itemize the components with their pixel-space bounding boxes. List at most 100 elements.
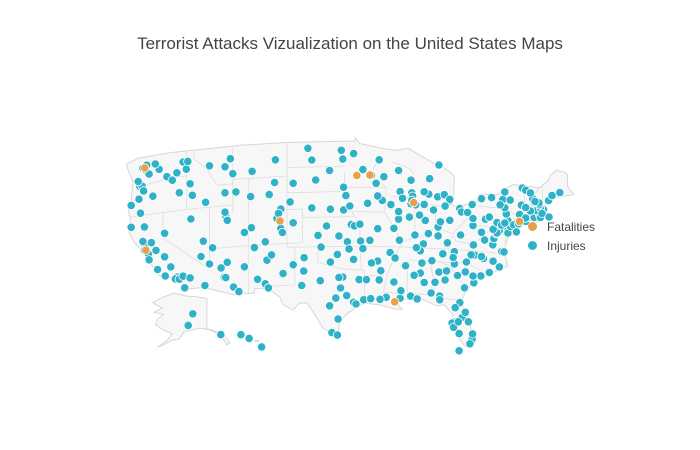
injury-point-314[interactable]	[521, 202, 531, 213]
injury-point-315[interactable]	[537, 208, 547, 218]
injury-point-110[interactable]	[344, 244, 354, 254]
injury-point-246[interactable]	[461, 257, 471, 267]
injury-point-38[interactable]	[144, 255, 154, 265]
injury-point-138[interactable]	[348, 149, 359, 159]
injury-point-136[interactable]	[371, 178, 381, 188]
injury-point-209[interactable]	[400, 261, 411, 271]
injury-point-262[interactable]	[455, 230, 466, 240]
injury-point-276[interactable]	[467, 199, 477, 210]
injury-point-40[interactable]	[196, 251, 206, 262]
injury-point-164[interactable]	[406, 175, 416, 185]
injury-point-230[interactable]	[467, 329, 478, 339]
injury-point-139[interactable]	[362, 198, 373, 208]
injury-point-238[interactable]	[454, 346, 464, 356]
injury-point-33[interactable]	[180, 283, 190, 293]
injury-point-173[interactable]	[389, 223, 399, 233]
injury-point-251[interactable]	[484, 267, 494, 278]
injury-point-41[interactable]	[198, 236, 208, 246]
injury-point-122[interactable]	[299, 266, 309, 276]
injury-point-150[interactable]	[394, 235, 404, 245]
injury-point-68[interactable]	[225, 154, 235, 164]
injury-point-18[interactable]	[126, 200, 136, 210]
injury-point-43[interactable]	[186, 214, 196, 224]
fatality-point-6[interactable]	[409, 198, 419, 208]
injury-point-268[interactable]	[488, 224, 498, 234]
injury-point-170[interactable]	[393, 214, 404, 224]
injury-point-220[interactable]	[452, 270, 463, 281]
injury-point-154[interactable]	[366, 258, 377, 268]
injury-point-88[interactable]	[253, 274, 263, 284]
injury-point-71[interactable]	[246, 192, 256, 202]
fatality-point-7[interactable]	[365, 170, 375, 180]
injury-point-294[interactable]	[476, 194, 487, 204]
injury-point-58[interactable]	[187, 190, 197, 200]
injury-point-100[interactable]	[307, 203, 317, 213]
injury-point-219[interactable]	[440, 275, 450, 285]
injury-point-101[interactable]	[285, 197, 295, 207]
injury-point-99[interactable]	[325, 204, 335, 214]
injury-point-188[interactable]	[424, 174, 435, 184]
injury-point-115[interactable]	[334, 272, 344, 283]
injury-point-69[interactable]	[264, 190, 274, 200]
injury-point-320[interactable]	[525, 188, 536, 198]
injury-point-298[interactable]	[495, 200, 505, 210]
injury-point-46[interactable]	[221, 272, 231, 283]
injury-point-264[interactable]	[476, 227, 487, 237]
injury-point-121[interactable]	[299, 253, 309, 263]
injury-point-118[interactable]	[324, 301, 335, 311]
injury-point-27[interactable]	[151, 245, 161, 255]
fatality-point-1[interactable]	[275, 216, 285, 226]
injury-point-21[interactable]	[139, 222, 149, 232]
injury-point-12[interactable]	[139, 186, 149, 196]
injury-point-324[interactable]	[547, 191, 557, 201]
injury-point-189[interactable]	[419, 187, 429, 197]
injury-point-111[interactable]	[325, 257, 335, 267]
injury-point-236[interactable]	[463, 317, 473, 327]
injury-point-56[interactable]	[239, 227, 249, 237]
injury-point-321[interactable]	[530, 197, 540, 207]
injury-point-279[interactable]	[484, 212, 494, 222]
injury-point-135[interactable]	[358, 165, 368, 175]
injury-point-113[interactable]	[316, 242, 326, 252]
injury-point-7[interactable]	[172, 168, 182, 178]
injury-point-196[interactable]	[462, 207, 473, 218]
injury-point-142[interactable]	[373, 191, 383, 201]
fatality-point-3[interactable]	[141, 245, 151, 255]
injury-point-190[interactable]	[445, 215, 455, 225]
injury-point-9[interactable]	[181, 164, 191, 174]
injury-point-231[interactable]	[435, 295, 445, 305]
injury-point-214[interactable]	[417, 258, 427, 268]
injury-point-244[interactable]	[476, 271, 486, 281]
injury-point-109[interactable]	[332, 249, 342, 259]
injury-point-17[interactable]	[174, 188, 184, 198]
injury-point-48[interactable]	[222, 257, 232, 267]
legend-item-injuries[interactable]: Injuries	[528, 236, 595, 255]
fatality-point-2[interactable]	[352, 170, 362, 181]
injury-point-52[interactable]	[216, 263, 226, 273]
injury-point-204[interactable]	[427, 256, 437, 266]
injury-point-258[interactable]	[468, 240, 478, 250]
injury-point-83[interactable]	[266, 250, 277, 260]
injury-point-103[interactable]	[334, 231, 344, 241]
injury-point-16[interactable]	[167, 175, 177, 185]
injury-point-59[interactable]	[220, 188, 230, 198]
injury-point-105[interactable]	[321, 221, 332, 231]
injury-point-49[interactable]	[200, 280, 210, 291]
injury-point-199[interactable]	[442, 238, 452, 248]
injury-point-96[interactable]	[311, 175, 321, 185]
injury-point-174[interactable]	[397, 193, 408, 203]
injury-point-26[interactable]	[146, 238, 156, 248]
injury-point-155[interactable]	[376, 266, 386, 276]
injury-point-148[interactable]	[373, 224, 383, 234]
injury-point-80[interactable]	[273, 208, 284, 218]
injury-point-218[interactable]	[459, 283, 470, 293]
injury-point-172[interactable]	[404, 212, 414, 222]
injury-point-149[interactable]	[355, 236, 366, 246]
injury-point-329[interactable]	[188, 309, 198, 319]
injury-point-193[interactable]	[435, 217, 445, 227]
injury-point-29[interactable]	[166, 262, 176, 272]
injury-point-301[interactable]	[500, 187, 510, 197]
injury-point-223[interactable]	[441, 266, 452, 276]
injury-point-44[interactable]	[204, 259, 215, 269]
